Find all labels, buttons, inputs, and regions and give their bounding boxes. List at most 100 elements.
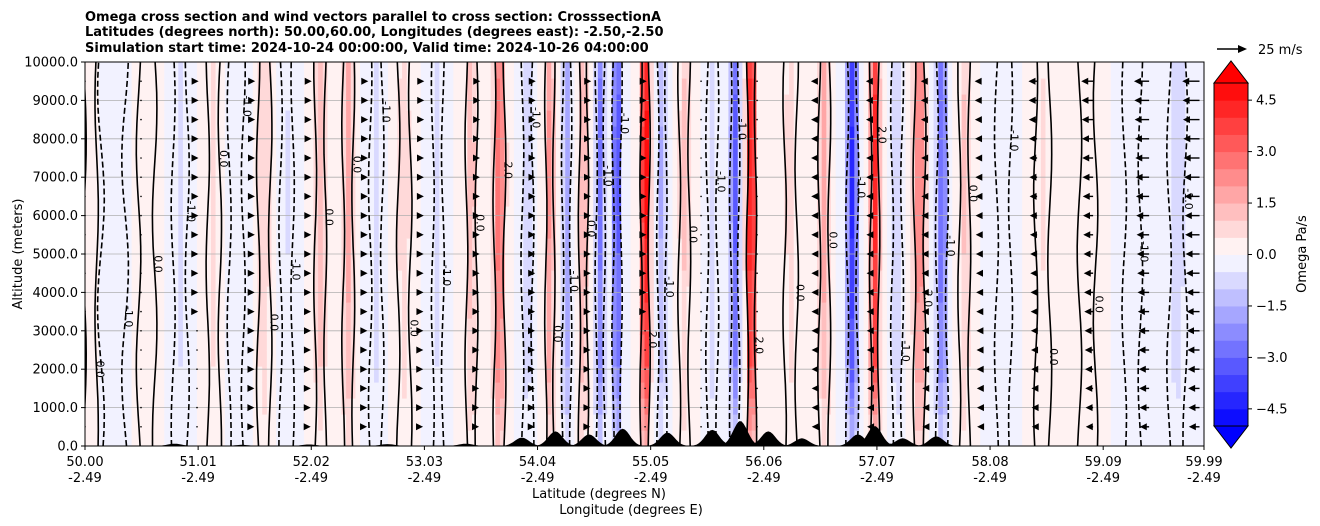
omega-cell [85, 286, 91, 303]
omega-cell [182, 366, 189, 383]
omega-cell [709, 158, 716, 175]
omega-cell [248, 350, 254, 367]
omega-cell [420, 366, 426, 383]
omega-cell [998, 366, 1005, 383]
omega-cell [607, 430, 613, 446]
omega-cell [1022, 350, 1028, 367]
omega-cell [1050, 206, 1056, 223]
omega-cell [453, 414, 459, 431]
omega-cell [509, 318, 515, 335]
omega-cell [1050, 254, 1056, 271]
omega-cell [150, 302, 156, 319]
omega-cell [355, 206, 361, 223]
omega-cell [234, 270, 240, 287]
omega-cell [803, 94, 809, 111]
omega-cell [318, 94, 324, 111]
omega-cell [411, 142, 417, 159]
omega-cell [695, 110, 702, 127]
omega-cell [555, 78, 562, 95]
omega-cell [434, 270, 440, 287]
omega-cell [308, 398, 315, 415]
omega-cell [364, 206, 371, 223]
omega-cell [439, 286, 445, 303]
omega-cell [444, 78, 450, 95]
omega-cell [364, 398, 371, 415]
omega-cell [798, 174, 804, 191]
omega-cell [938, 414, 944, 431]
omega-cell [145, 158, 151, 175]
omega-cell [499, 142, 506, 159]
omega-cell [733, 302, 739, 319]
omega-cell [779, 270, 785, 287]
omega-cell [765, 302, 771, 319]
omega-cell [588, 174, 594, 191]
omega-cell [602, 94, 608, 111]
omega-cell [984, 94, 991, 111]
omega-cell [392, 350, 398, 367]
omega-cell [476, 190, 482, 207]
omega-cell [891, 78, 897, 95]
omega-cell [243, 254, 249, 271]
omega-cell [145, 94, 151, 111]
omega-cell [667, 158, 674, 175]
omega-cell [523, 270, 529, 287]
omega-cell [103, 270, 109, 287]
omega-cell [420, 190, 426, 207]
omega-cell [597, 382, 604, 399]
omega-cell [406, 158, 412, 175]
omega-cell [350, 382, 357, 399]
omega-cell [210, 238, 217, 255]
omega-cell [537, 302, 543, 319]
omega-cell [551, 78, 557, 95]
omega-cell [742, 318, 748, 335]
omega-cell [928, 222, 935, 239]
omega-cell [383, 110, 389, 127]
omega-cell [1022, 238, 1028, 255]
omega-cell [826, 334, 832, 351]
omega-cell [290, 286, 296, 303]
omega-cell [159, 398, 165, 415]
omega-cell [709, 190, 716, 207]
omega-cell [406, 398, 412, 415]
omega-cell [928, 142, 935, 159]
omega-cell [224, 398, 231, 415]
omega-cell [327, 398, 333, 415]
omega-cell [276, 126, 282, 143]
omega-cell [509, 430, 515, 446]
omega-cell [966, 222, 972, 239]
omega-cell [1008, 222, 1014, 239]
omega-cell [994, 94, 1000, 111]
omega-cell [476, 78, 482, 95]
omega-cell [402, 190, 408, 207]
omega-cell [196, 94, 203, 111]
omega-cell [98, 254, 105, 271]
omega-cell [196, 398, 203, 415]
omega-cell [285, 62, 291, 79]
omega-cell [649, 222, 655, 239]
omega-cell [886, 350, 893, 367]
omega-cell [733, 382, 739, 399]
omega-cell [886, 286, 893, 303]
omega-cell [784, 126, 790, 143]
omega-cell [374, 190, 380, 207]
omega-cell [970, 142, 977, 159]
omega-cell [989, 366, 995, 383]
omega-cell [140, 366, 147, 383]
omega-cell [112, 366, 119, 383]
omega-cell [663, 78, 669, 95]
omega-cell [994, 222, 1000, 239]
omega-cell [210, 286, 217, 303]
omega-cell [938, 78, 944, 95]
omega-cell [425, 286, 431, 303]
omega-cell [914, 366, 921, 383]
omega-cell [280, 142, 287, 159]
omega-cell [346, 302, 352, 319]
omega-cell [364, 350, 371, 367]
omega-cell [831, 190, 837, 207]
omega-cell [691, 110, 697, 127]
omega-cell [835, 398, 841, 415]
omega-cell [644, 174, 650, 191]
omega-cell [378, 398, 384, 415]
omega-cell [196, 126, 203, 143]
omega-cell [1026, 126, 1033, 143]
